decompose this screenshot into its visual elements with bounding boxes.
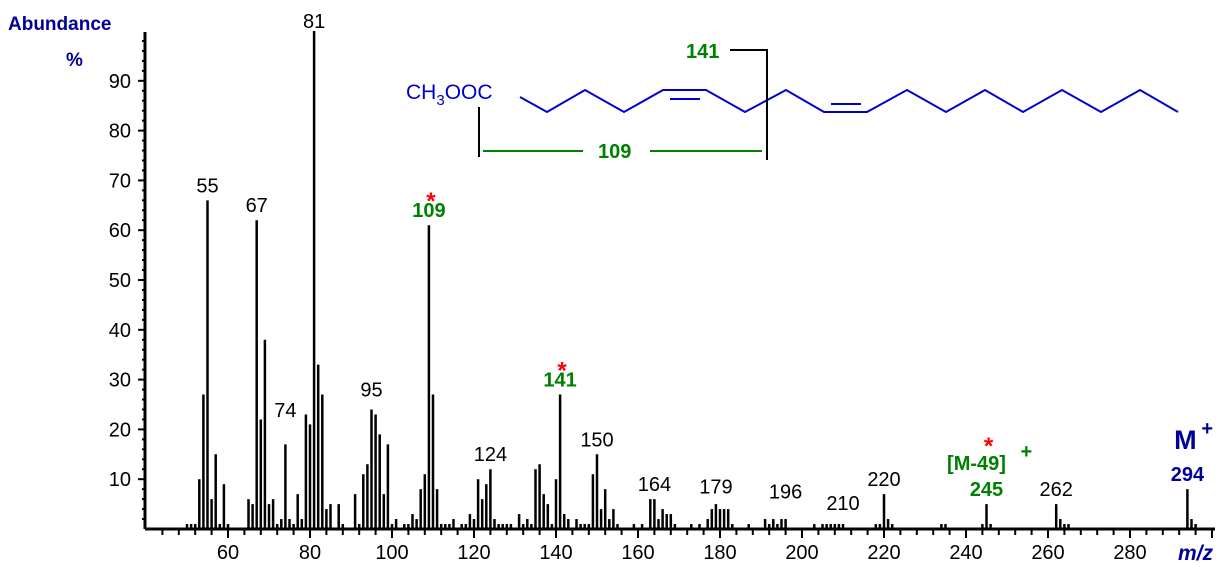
y-tick-label: 80 <box>109 121 131 143</box>
fragment-141-label: 141 <box>686 41 719 63</box>
x-tick-label: 180 <box>703 542 736 564</box>
formula-ester-group: CH3OOC <box>406 81 493 109</box>
y-tick-label: 10 <box>109 469 131 491</box>
x-tick-label: 200 <box>785 542 818 564</box>
y-axis-title: Abundance <box>8 14 112 35</box>
peak-label-150: 150 <box>580 429 613 451</box>
fragment-109-label: 109 <box>598 141 631 163</box>
peak-label-262: 262 <box>1040 479 1073 501</box>
diagnostic-star-icon: * <box>426 188 436 215</box>
peak-label-196: 196 <box>769 482 802 504</box>
x-tick-label: 160 <box>621 542 654 564</box>
diagnostic-star-icon: * <box>984 433 994 460</box>
y-tick-label: 90 <box>109 71 131 93</box>
carbon-chain <box>519 88 1179 114</box>
x-tick-label: 60 <box>217 542 239 564</box>
peak-label-124: 124 <box>474 444 507 466</box>
y-tick-label: 70 <box>109 170 131 192</box>
x-tick-label: 240 <box>949 542 982 564</box>
peak-label-67: 67 <box>246 195 268 217</box>
y-tick-label: 30 <box>109 370 131 392</box>
peak-label-294: 294 <box>1171 464 1205 486</box>
x-tick-label: 220 <box>867 542 900 564</box>
peak-label-81: 81 <box>303 11 325 33</box>
x-tick-label: 120 <box>457 542 490 564</box>
x-axis-title: m/z <box>1178 542 1214 565</box>
y-tick-label: 40 <box>109 320 131 342</box>
m-minus-49-charge: + <box>1021 441 1033 463</box>
y-axis-unit: % <box>66 50 83 71</box>
peak-label-164: 164 <box>638 474 671 496</box>
y-tick-label: 60 <box>109 220 131 242</box>
peak-label-245: 245 <box>970 479 1003 501</box>
x-tick-label: 280 <box>1113 542 1146 564</box>
y-tick-label: 20 <box>109 419 131 441</box>
diagnostic-star-icon: * <box>557 358 567 385</box>
peak-label-220: 220 <box>867 469 900 491</box>
x-tick-label: 260 <box>1031 542 1064 564</box>
peak-bars <box>185 31 1197 529</box>
peak-label-141: 141 <box>543 370 576 392</box>
y-tick-label: 50 <box>109 270 131 292</box>
molecular-ion-charge: + <box>1201 418 1213 440</box>
peak-label-179: 179 <box>699 477 732 499</box>
molecule-structure: CH3OOC 141 109 <box>406 41 1179 163</box>
peak-label-210: 210 <box>826 493 859 515</box>
x-tick-label: 80 <box>299 542 321 564</box>
molecular-ion-label: M <box>1174 425 1197 455</box>
m-minus-49-label: [M-49] <box>947 453 1006 475</box>
cleavage-141-bracket <box>730 49 768 160</box>
x-tick-label: 140 <box>539 542 572 564</box>
peak-label-95: 95 <box>360 380 382 402</box>
peak-label-74: 74 <box>274 400 296 422</box>
peak-label-109: 109 <box>412 200 445 222</box>
x-tick-label: 100 <box>375 542 408 564</box>
peak-label-55: 55 <box>196 175 218 197</box>
